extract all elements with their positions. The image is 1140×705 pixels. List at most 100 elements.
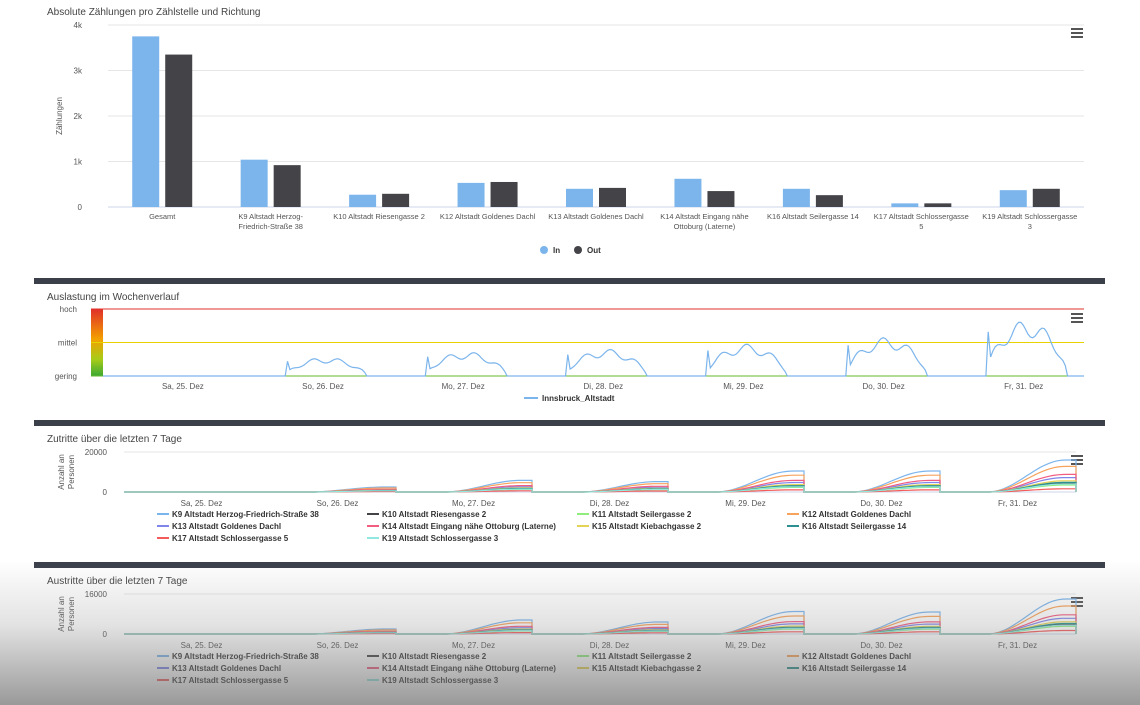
legend-label: K15 Altstadt Kiebachgasse 2: [592, 522, 702, 531]
entries-chart: 0 20000 Anzahl an Personen Sa, 25. Dez So, 26…: [57, 448, 1077, 543]
x-tick-label: Fr, 31. Dez: [998, 499, 1037, 508]
bar-out-5: [707, 191, 735, 207]
entries-panel: Zutritte über die letzten 7 Tage 0 20000 A…: [34, 428, 1105, 560]
bar-out-8: [1032, 188, 1060, 207]
legend-label: K11 Altstadt Seilergasse 2: [592, 510, 692, 519]
legend-label: K13 Altstadt Goldenes Dachl: [172, 522, 281, 531]
series-line-innsbruck-altstadt: [103, 321, 1084, 377]
y-tick-label: 2k: [74, 112, 83, 121]
bar-out-3: [490, 181, 518, 207]
legend-label-in: In: [553, 246, 560, 255]
x-tick-label: So, 26. Dez: [317, 499, 359, 508]
x-tick-label: 5: [919, 222, 923, 231]
y-axis-label: Anzahl an: [57, 596, 66, 632]
bar-chart-menu-icon[interactable]: [1071, 28, 1083, 38]
x-tick-label: Ottoburg (Laterne): [674, 222, 736, 231]
legend-label: K12 Altstadt Goldenes Dachl: [802, 652, 911, 661]
bar-out-0: [165, 54, 193, 208]
x-tick-label: Sa, 25. Dez: [181, 641, 223, 650]
x-tick-label: Di, 28. Dez: [590, 641, 630, 650]
x-tick-label: Mo, 27. Dez: [442, 382, 485, 391]
section-divider: [34, 562, 1105, 568]
utilization-chart: hoch mittel gering Sa, 25. Dez So, 26. Dez Mo…: [55, 305, 1084, 403]
x-tick-label: 3: [1028, 222, 1032, 231]
legend-label: K15 Altstadt Kiebachgasse 2: [592, 664, 702, 673]
legend-label-out: Out: [587, 246, 601, 255]
bar-in-6: [782, 188, 810, 207]
x-tick-label: Mi, 29. Dez: [723, 382, 763, 391]
series-line-9: [124, 483, 1077, 493]
legend-label: K12 Altstadt Goldenes Dachl: [802, 510, 911, 519]
y-tick-label: 4k: [74, 21, 83, 30]
bar-out-7: [924, 203, 952, 207]
x-tick-label: Fr, 31. Dez: [1004, 382, 1043, 391]
x-tick-label: Gesamt: [149, 212, 176, 221]
bar-chart: 0 1k 2k 3k 4k Zählungen Gesamt K9 Altstadt Herz…: [55, 21, 1084, 255]
section-divider: [34, 420, 1105, 426]
bar-in-7: [891, 203, 919, 207]
legend-label: K19 Altstadt Schlossergasse 3: [382, 676, 499, 685]
x-tick-label: K14 Altstadt Eingang nähe: [660, 212, 748, 221]
legend-label: K11 Altstadt Seilergasse 2: [592, 652, 692, 661]
legend-marker-in: [540, 246, 548, 254]
x-tick-label: K13 Altstadt Goldenes Dachl: [548, 212, 644, 221]
x-tick-label: K9 Altstadt Herzog-: [238, 212, 303, 221]
y-tick-label: 16000: [85, 590, 108, 599]
level-label-hoch: hoch: [60, 305, 77, 314]
x-tick-label: K12 Altstadt Goldenes Dachl: [440, 212, 536, 221]
x-tick-label: Mi, 29. Dez: [725, 641, 765, 650]
exits-chart: 0 16000 Anzahl an Personen Sa, 25. Dez So, 26…: [57, 590, 1077, 685]
legend-label: K10 Altstadt Riesengasse 2: [382, 510, 487, 519]
bar-in-5: [674, 178, 702, 207]
x-tick-label: Mo, 27. Dez: [452, 499, 495, 508]
section-divider: [34, 278, 1105, 284]
y-tick-label: 0: [103, 488, 108, 497]
entries-menu-icon[interactable]: [1071, 455, 1083, 465]
bar-out-6: [815, 195, 843, 207]
legend-label: K16 Altstadt Seilergasse 14: [802, 664, 907, 673]
bar-in-2: [349, 194, 377, 207]
legend-label: K19 Altstadt Schlossergasse 3: [382, 534, 499, 543]
legend-marker-out: [574, 246, 582, 254]
x-tick-label: Fr, 31. Dez: [998, 641, 1037, 650]
x-tick-label: Do, 30. Dez: [862, 382, 904, 391]
utilization-menu-icon[interactable]: [1071, 313, 1083, 323]
legend-label: K9 Altstadt Herzog-Friedrich-Straße 38: [172, 510, 319, 519]
x-tick-label: K10 Altstadt Riesengasse 2: [333, 212, 425, 221]
x-tick-label: Mi, 29. Dez: [725, 499, 765, 508]
utilization-title: Auslastung im Wochenverlauf: [47, 292, 180, 303]
entries-title: Zutritte über die letzten 7 Tage: [47, 434, 182, 445]
y-tick-label: 0: [103, 630, 108, 639]
bar-chart-panel: Absolute Zählungen pro Zählstelle und Ri…: [34, 0, 1105, 272]
legend-label: K13 Altstadt Goldenes Dachl: [172, 664, 281, 673]
y-axis-label: Anzahl an: [57, 454, 66, 490]
exits-panel: Austritte über die letzten 7 Tage 0 16000…: [34, 570, 1105, 705]
y-axis-label: Zählungen: [55, 97, 64, 135]
level-label-mittel: mittel: [58, 339, 77, 348]
bar-out-4: [599, 187, 626, 207]
bar-chart-title: Absolute Zählungen pro Zählstelle und Ri…: [47, 7, 261, 18]
x-tick-label: Sa, 25. Dez: [181, 499, 223, 508]
legend-label: K17 Altstadt Schlossergasse 5: [172, 534, 289, 543]
legend-label: K9 Altstadt Herzog-Friedrich-Straße 38: [172, 652, 319, 661]
x-tick-label: Di, 28. Dez: [584, 382, 624, 391]
x-tick-label: K17 Altstadt Schlossergasse: [874, 212, 969, 221]
y-tick-label: 0: [78, 203, 83, 212]
x-tick-label: Do, 30. Dez: [860, 499, 902, 508]
legend-label: K14 Altstadt Eingang nähe Ottoburg (Late…: [382, 664, 556, 673]
x-tick-label: Friedrich-Straße 38: [238, 222, 303, 231]
bar-in-0: [132, 36, 160, 207]
x-tick-label: Mo, 27. Dez: [452, 641, 495, 650]
series-line-3: [124, 465, 1077, 493]
x-tick-label: So, 26. Dez: [302, 382, 344, 391]
bar-in-8: [999, 190, 1027, 207]
utilization-panel: Auslastung im Wochenverlauf hoch mittel ge…: [34, 286, 1105, 419]
bar-out-1: [273, 165, 301, 207]
legend-label: K17 Altstadt Schlossergasse 5: [172, 676, 289, 685]
bar-in-1: [240, 159, 268, 207]
x-tick-label: K16 Altstadt Seilergasse 14: [767, 212, 859, 221]
x-tick-label: Di, 28. Dez: [590, 499, 630, 508]
y-axis-label: Personen: [67, 597, 76, 631]
x-tick-label: Sa, 25. Dez: [162, 382, 204, 391]
level-label-gering: gering: [55, 372, 77, 381]
